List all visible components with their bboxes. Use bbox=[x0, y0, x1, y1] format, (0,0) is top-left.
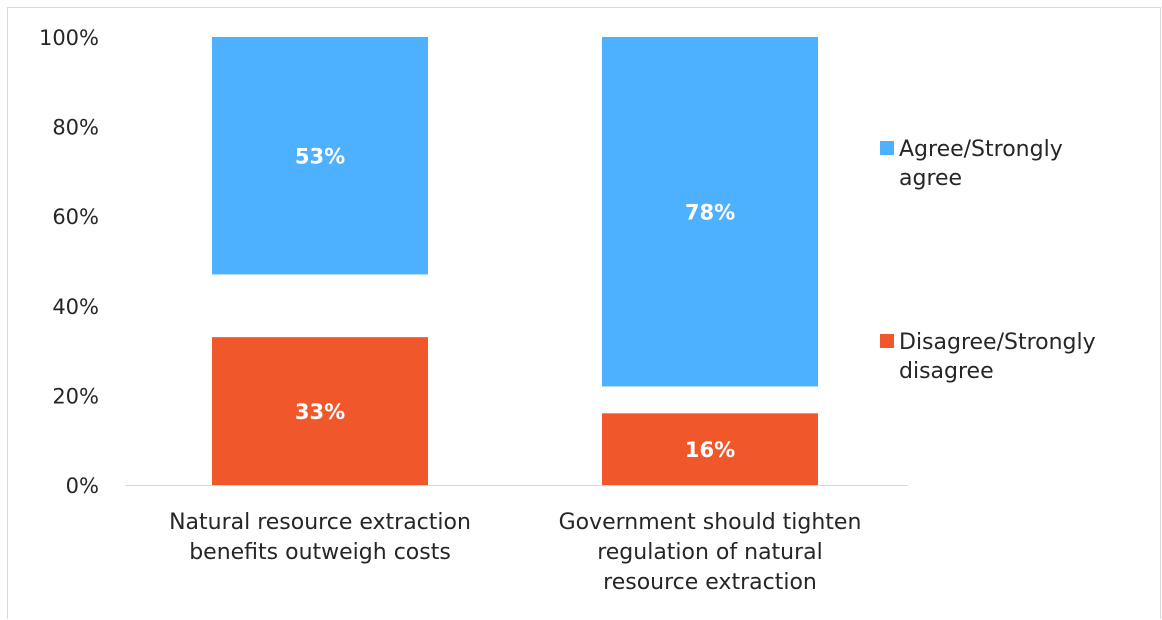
bars: 33% 53% 16% 78% bbox=[212, 37, 818, 485]
category-label: Government should tighten regulation of n… bbox=[559, 510, 862, 595]
bar-agree bbox=[602, 37, 818, 387]
legend-swatch bbox=[880, 141, 894, 155]
y-tick-label: 40% bbox=[52, 295, 99, 319]
bar-disagree bbox=[212, 337, 428, 485]
category-label-line: resource extraction bbox=[603, 570, 817, 595]
legend-label-line: disagree bbox=[899, 359, 994, 384]
category-label: Natural resource extraction benefits outw… bbox=[169, 510, 471, 565]
legend-label-line: agree bbox=[899, 166, 962, 191]
legend-label-line: Disagree/Strongly bbox=[899, 330, 1096, 355]
legend-swatch bbox=[880, 334, 894, 348]
x-axis: Natural resource extraction benefits outw… bbox=[125, 485, 908, 595]
data-label-agree: 53% bbox=[295, 145, 345, 169]
y-tick-label: 80% bbox=[52, 116, 99, 140]
legend: Agree/Strongly agree Disagree/Strongly disa… bbox=[880, 137, 1096, 384]
bar-agree bbox=[212, 37, 428, 275]
legend-label: Disagree/Strongly disagree bbox=[899, 330, 1096, 384]
bar-disagree bbox=[602, 413, 818, 485]
y-tick-label: 0% bbox=[66, 474, 99, 498]
category-label-line: Natural resource extraction bbox=[169, 510, 471, 535]
category-label-line: regulation of natural bbox=[597, 540, 823, 565]
y-tick-label: 100% bbox=[39, 26, 99, 50]
category-label-line: Government should tighten bbox=[559, 510, 862, 535]
legend-label: Agree/Strongly agree bbox=[899, 137, 1063, 191]
chart-frame bbox=[7, 7, 1161, 619]
data-label-agree: 78% bbox=[685, 201, 735, 225]
data-label-disagree: 16% bbox=[685, 438, 735, 462]
legend-label-line: Agree/Strongly bbox=[899, 137, 1063, 162]
y-tick-label: 60% bbox=[52, 205, 99, 229]
y-axis: 0% 20% 40% 60% 80% 100% bbox=[39, 26, 99, 498]
y-tick-label: 20% bbox=[52, 384, 99, 408]
category-label-line: benefits outweigh costs bbox=[189, 540, 451, 565]
data-label-disagree: 33% bbox=[295, 400, 345, 424]
